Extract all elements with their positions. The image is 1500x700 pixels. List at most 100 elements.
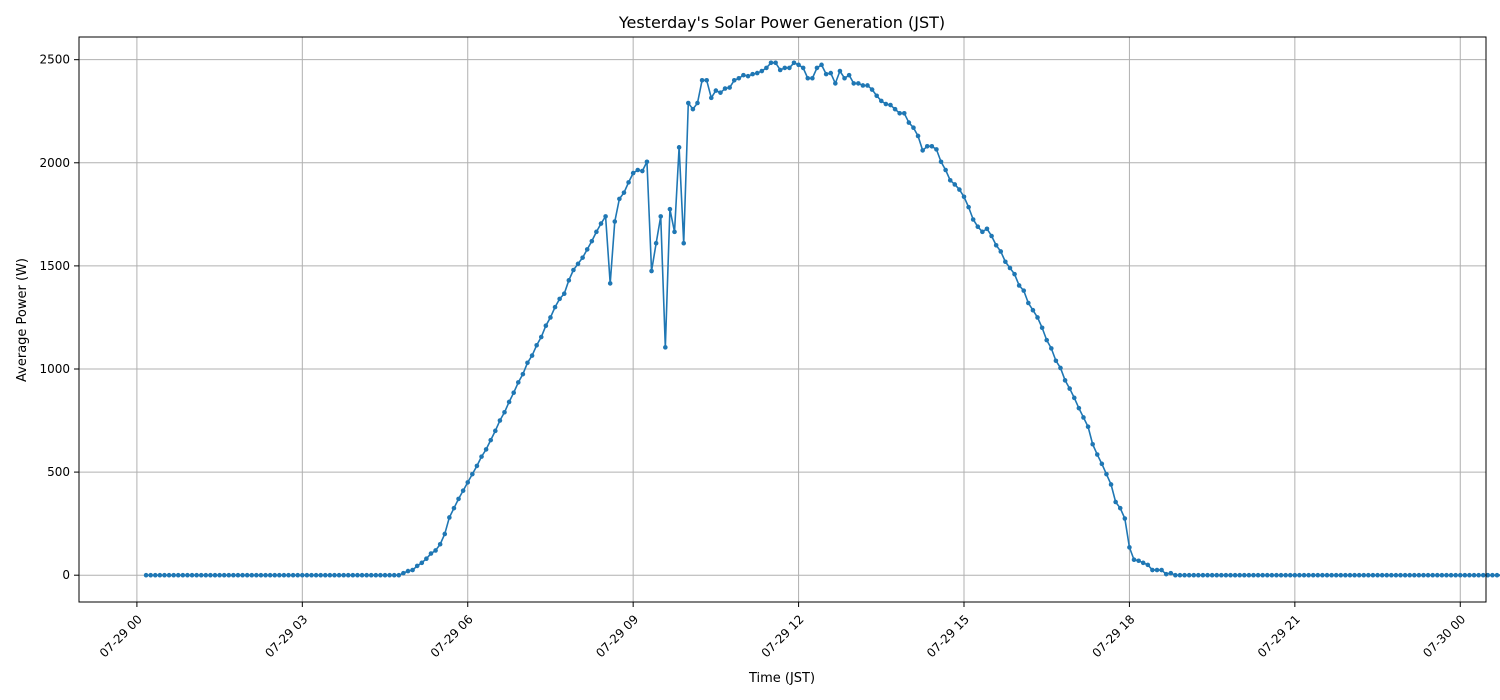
data-point	[846, 72, 852, 78]
data-point	[470, 471, 475, 477]
data-point	[1361, 572, 1367, 578]
data-point	[198, 572, 204, 578]
y-tick-label: 1000	[39, 362, 70, 376]
data-point	[1471, 572, 1477, 578]
data-point	[368, 572, 374, 578]
data-point	[575, 261, 581, 267]
data-point	[460, 488, 466, 493]
data-point	[773, 60, 778, 66]
data-point	[810, 75, 815, 81]
data-point	[1301, 572, 1307, 578]
data-point	[290, 572, 296, 578]
data-point	[1035, 315, 1040, 320]
data-point	[823, 71, 829, 77]
chart-title: Yesterday's Solar Power Generation (JST)	[618, 13, 945, 32]
data-point	[171, 572, 176, 578]
data-point	[957, 187, 962, 192]
data-point	[300, 572, 305, 578]
data-point	[814, 65, 820, 71]
data-point	[387, 572, 392, 578]
data-point	[750, 71, 755, 77]
data-point	[911, 125, 916, 131]
data-point	[538, 334, 544, 340]
data-point	[1044, 337, 1050, 343]
data-point	[557, 296, 562, 302]
data-point	[874, 93, 879, 99]
data-point	[391, 572, 397, 578]
data-point	[1117, 505, 1123, 511]
data-point	[1255, 572, 1261, 578]
data-point	[961, 194, 967, 200]
data-point	[428, 551, 434, 556]
data-point	[1205, 572, 1210, 578]
data-point	[929, 143, 935, 149]
x-tick-label: 07-29 21	[1255, 612, 1303, 660]
data-point	[966, 204, 971, 210]
data-point	[1081, 415, 1086, 420]
data-point	[304, 572, 310, 578]
data-point	[1113, 499, 1118, 505]
data-point	[947, 178, 953, 183]
data-point	[166, 572, 172, 578]
data-point	[695, 100, 700, 106]
data-point	[1260, 572, 1265, 578]
data-point	[1352, 572, 1357, 578]
data-point	[1122, 516, 1128, 521]
data-point	[888, 102, 893, 108]
data-point	[993, 242, 999, 248]
data-point	[713, 88, 719, 93]
data-point	[800, 65, 806, 71]
data-point	[1264, 572, 1270, 578]
data-point	[984, 226, 990, 232]
data-point	[1375, 572, 1380, 578]
data-point	[653, 240, 659, 246]
data-point	[1223, 572, 1229, 578]
data-point	[525, 360, 530, 366]
data-point	[915, 133, 921, 139]
data-point	[1297, 572, 1302, 578]
data-point	[1494, 572, 1500, 578]
grid	[79, 37, 1486, 602]
data-point	[1462, 572, 1468, 578]
data-point	[1384, 572, 1390, 578]
data-point	[796, 62, 801, 68]
data-point	[1412, 572, 1417, 578]
data-point	[378, 572, 383, 578]
data-point	[1434, 572, 1440, 578]
data-point	[465, 480, 471, 485]
data-point	[644, 159, 650, 165]
data-point	[1071, 395, 1077, 401]
data-point	[447, 515, 452, 520]
data-point	[1094, 452, 1100, 457]
data-point	[1090, 441, 1095, 447]
data-point	[1145, 562, 1151, 568]
data-point	[281, 572, 287, 578]
data-point	[833, 81, 838, 86]
data-point	[355, 572, 360, 578]
data-point	[267, 572, 273, 578]
data-point	[649, 268, 654, 274]
data-point	[295, 572, 301, 578]
data-point	[663, 345, 668, 350]
data-point	[883, 101, 889, 107]
data-point	[309, 572, 314, 578]
data-point	[208, 572, 213, 578]
data-point	[548, 315, 553, 320]
data-point	[782, 65, 788, 71]
data-point	[1425, 572, 1431, 578]
data-point	[851, 81, 857, 86]
data-point	[203, 572, 209, 578]
x-axis-label: Time (JST)	[748, 671, 815, 686]
data-point	[1287, 572, 1293, 578]
data-point	[1214, 572, 1220, 578]
data-point	[350, 572, 356, 578]
data-point	[506, 399, 512, 405]
data-point	[658, 214, 664, 219]
data-point	[676, 145, 682, 150]
data-point	[580, 255, 585, 260]
data-point	[1136, 558, 1141, 564]
data-point	[594, 229, 599, 235]
data-point	[1398, 572, 1403, 578]
data-point	[1389, 572, 1394, 578]
